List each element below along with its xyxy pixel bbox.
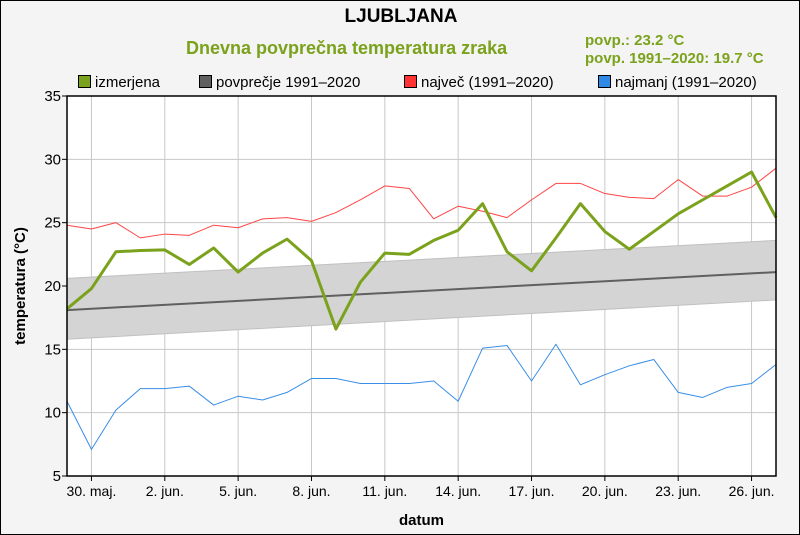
x-axis-title: datum — [399, 512, 444, 529]
x-tick-label: 2. jun. — [146, 483, 184, 499]
plot-border — [66, 95, 777, 477]
y-axis-title: temperatura (°C) — [12, 227, 29, 345]
y-tick-label: 35 — [44, 88, 61, 105]
y-tick-label: 5 — [53, 468, 61, 485]
legend-item-max: največ (1991–2020) — [404, 74, 554, 91]
chart-title: LJUBLJANA — [344, 6, 458, 27]
x-tick-label: 14. jun. — [435, 483, 481, 499]
x-tick-label: 17. jun. — [509, 483, 555, 499]
x-tick-label: 8. jun. — [292, 483, 330, 499]
stat-mean: povp.: 23.2 °C — [585, 32, 685, 49]
legend-swatch — [199, 75, 212, 88]
legend-label: izmerjena — [95, 74, 161, 91]
measured-line — [66, 170, 778, 331]
legend-item-average: povprečje 1991–2020 — [199, 74, 360, 91]
chart-subtitle: Dnevna povprečna temperatura zraka — [186, 38, 508, 58]
legend-item-measured: izmerjena — [78, 74, 160, 91]
legend-swatch — [78, 75, 91, 88]
x-tick-label: 5. jun. — [219, 483, 257, 499]
stat-mean-ref: povp. 1991–2020: 19.7 °C — [585, 50, 764, 67]
y-tick-label: 25 — [44, 215, 61, 232]
x-tick-label: 30. maj. — [67, 483, 117, 499]
legend-item-min: najmanj (1991–2020) — [598, 74, 757, 91]
y-tick-label: 20 — [44, 278, 61, 295]
legend-label: najmanj (1991–2020) — [615, 74, 757, 91]
stats-box: povp.: 23.2 °C povp. 1991–2020: 19.7 °C — [585, 32, 764, 68]
max-line — [66, 167, 777, 239]
y-tick-label: 15 — [44, 341, 61, 358]
legend-label: povprečje 1991–2020 — [216, 74, 361, 91]
min-line — [66, 343, 777, 450]
x-tick-label: 20. jun. — [582, 483, 628, 499]
x-tick-label: 11. jun. — [362, 483, 407, 499]
legend-label: največ (1991–2020) — [421, 74, 554, 91]
average-line — [66, 271, 777, 312]
x-tick-label: 26. jun. — [729, 483, 775, 499]
x-tick-label: 23. jun. — [655, 483, 701, 499]
legend-swatch — [598, 75, 611, 88]
y-tick-label: 30 — [44, 151, 61, 168]
legend-swatch — [404, 75, 417, 88]
y-tick-label: 10 — [44, 405, 61, 422]
